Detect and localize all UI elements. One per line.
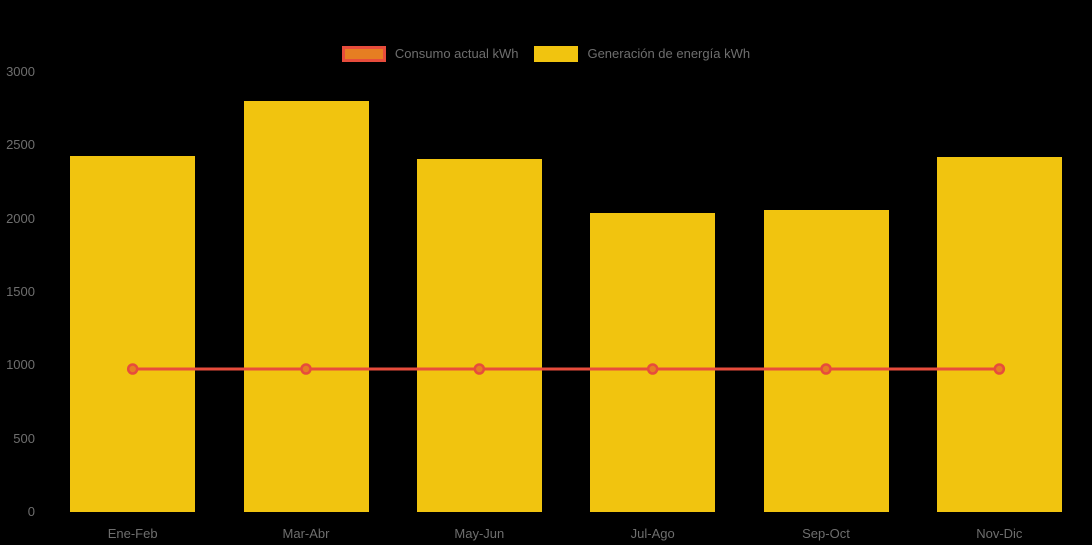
legend-item-generacion[interactable]: Generación de energía kWh [534, 46, 750, 62]
chart-legend: Consumo actual kWh Generación de energía… [0, 46, 1092, 62]
x-axis-label: Nov-Dic [976, 526, 1023, 541]
x-axis-label: Jul-Ago [630, 526, 675, 541]
y-tick-label: 1500 [6, 284, 35, 299]
bar-may-jun [416, 158, 542, 512]
y-tick-label: 1000 [6, 357, 35, 373]
y-tick-label: 500 [13, 430, 35, 446]
y-tick-label: 3000 [6, 64, 35, 79]
legend-swatch-consumo [341, 46, 386, 62]
y-tick-label: 2000 [6, 210, 35, 226]
legend-label-generacion: Generación de energía kWh [587, 46, 751, 61]
legend-item-consumo[interactable]: Consumo actual kWh [341, 46, 519, 62]
y-tick-label: 2500 [6, 137, 35, 153]
bar-jul-ago [590, 212, 716, 512]
x-axis-label: May-Jun [454, 526, 505, 541]
y-tick-label: 0 [27, 504, 35, 519]
legend-swatch-generacion [534, 46, 579, 62]
bar-mar-abr [243, 101, 369, 512]
x-axis-label: Mar-Abr [282, 526, 330, 541]
bar-nov-dic [936, 157, 1062, 512]
bar-sep-oct [763, 209, 889, 512]
x-axis-label: Ene-Feb [107, 526, 158, 541]
legend-label-consumo: Consumo actual kWh [394, 46, 519, 61]
x-axis-label: Sep-Oct [802, 526, 850, 541]
bar-ene-feb [70, 155, 196, 512]
